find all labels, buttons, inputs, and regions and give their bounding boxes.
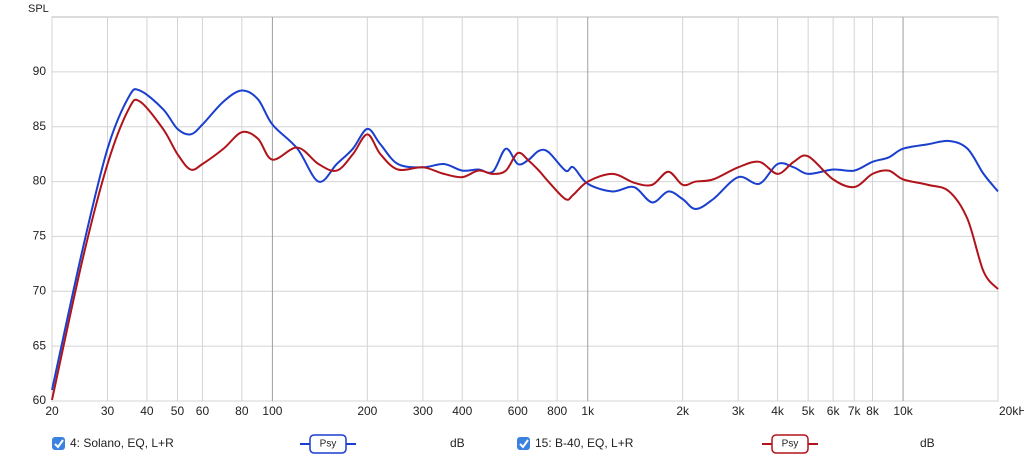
x-tick-label: 400 (452, 404, 472, 418)
smoothing-label: Psy (782, 439, 799, 450)
smoothing-button[interactable] (771, 434, 809, 454)
x-tick-label: 6k (827, 404, 841, 418)
legend-entry: 4: Solano, EQ, L+R Psy dB (52, 434, 465, 454)
x-tick-label: 800 (547, 404, 567, 418)
y-tick-label: 85 (33, 119, 47, 133)
legend-entry: 15: B-40, EQ, L+R Psy dB (517, 434, 935, 454)
x-tick-label: 300 (413, 404, 433, 418)
x-tick-label: 2k (676, 404, 690, 418)
x-tick-label: 5k (802, 404, 816, 418)
y-tick-label: 75 (33, 229, 47, 243)
x-tick-label: 200 (357, 404, 377, 418)
unit-label: dB (920, 436, 935, 450)
smoothing-button[interactable] (309, 434, 347, 454)
series-line (51, 88, 999, 391)
legend-label: 15: B-40, EQ, L+R (535, 436, 634, 450)
x-tick-label: 8k (866, 404, 880, 418)
x-tick-label: 600 (508, 404, 528, 418)
x-tick-label: 3k (732, 404, 746, 418)
x-tick-label: 100 (262, 404, 282, 418)
smoothing-label: Psy (320, 439, 337, 450)
checkmark (54, 439, 64, 449)
grid (51, 17, 999, 402)
x-tick-label: 80 (235, 404, 249, 418)
x-tick-label: 30 (101, 404, 115, 418)
y-tick-label: 60 (33, 393, 47, 407)
y-tick-label: 90 (33, 64, 47, 78)
legend-checkbox[interactable] (52, 437, 65, 450)
x-tick-label: 40 (140, 404, 154, 418)
legend-label: 4: Solano, EQ, L+R (70, 436, 174, 450)
y-tick-label: 80 (33, 174, 47, 188)
y-tick-label: 65 (33, 338, 47, 352)
x-tick-label: 10k (893, 404, 913, 418)
legend-checkbox[interactable] (517, 437, 530, 450)
x-tick-label: 50 (171, 404, 185, 418)
series-line (51, 98, 999, 401)
unit-label: dB (450, 436, 465, 450)
y-axis-label: SPL (28, 3, 49, 15)
x-tick-label: 4k (771, 404, 785, 418)
x-tick-label: 7k (848, 404, 862, 418)
x-tick-label: 1k (581, 404, 595, 418)
x-tick-label: 20 (45, 404, 59, 418)
y-tick-label: 70 (33, 283, 47, 297)
x-tick-label: 20kHz (999, 404, 1024, 418)
plot-frame (51, 16, 999, 402)
checkmark (519, 439, 529, 449)
x-tick-label: 60 (196, 404, 210, 418)
